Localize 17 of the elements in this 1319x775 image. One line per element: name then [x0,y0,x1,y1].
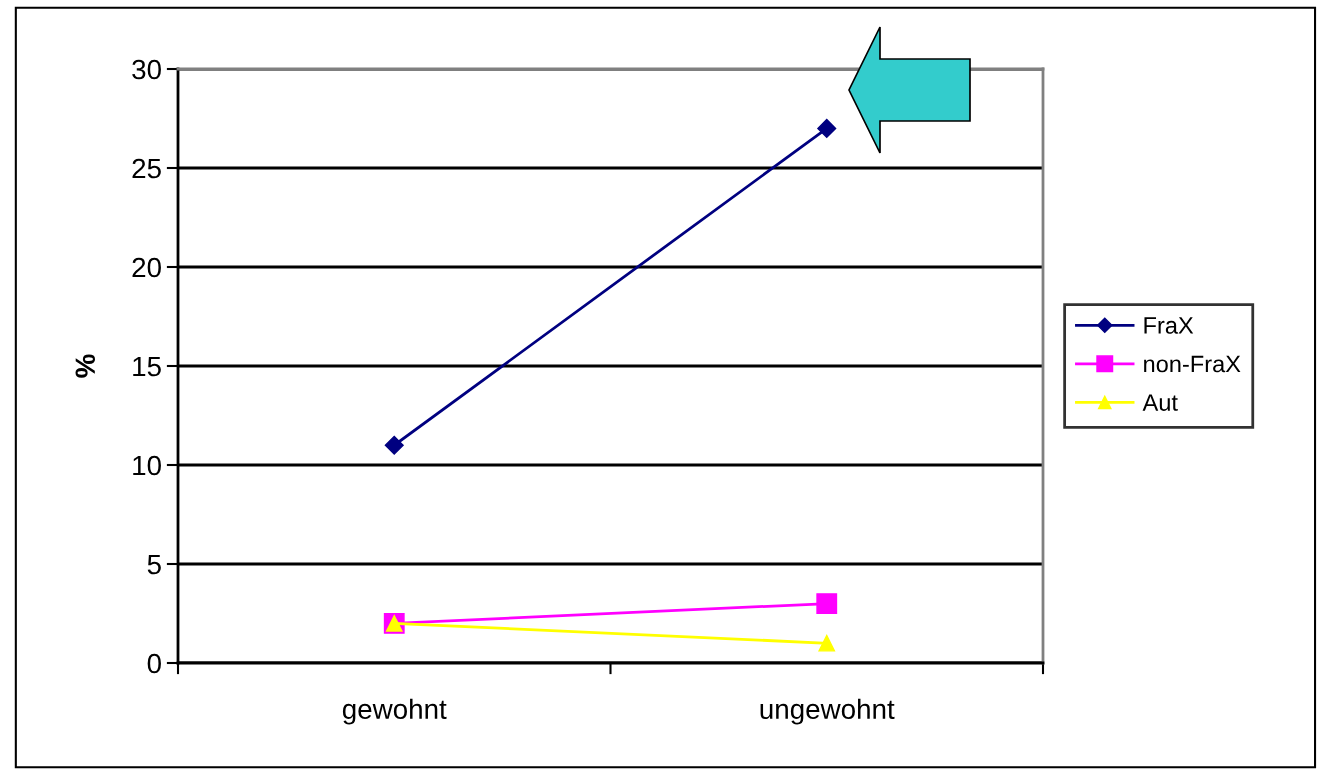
y-tick-label: 15 [133,356,161,377]
y-axis-title: % [75,354,96,378]
y-tick-label: 10 [133,455,161,476]
x-tick-label: ungewohnt [760,698,895,725]
y-tick-label: 0 [147,653,161,674]
y-tick-label: 5 [147,554,161,575]
point [818,634,836,652]
legend-label: FraX [1144,317,1194,334]
point [384,435,404,455]
legend-label: Aut [1142,394,1178,411]
legend-label: non-FraX [1144,355,1241,373]
x-tick-label: gewohnt [342,698,447,725]
point [816,593,838,615]
point [817,118,837,138]
y-tick-label: 25 [132,158,161,179]
y-tick-label: 30 [132,59,161,80]
y-tick-label: 20 [132,257,161,278]
